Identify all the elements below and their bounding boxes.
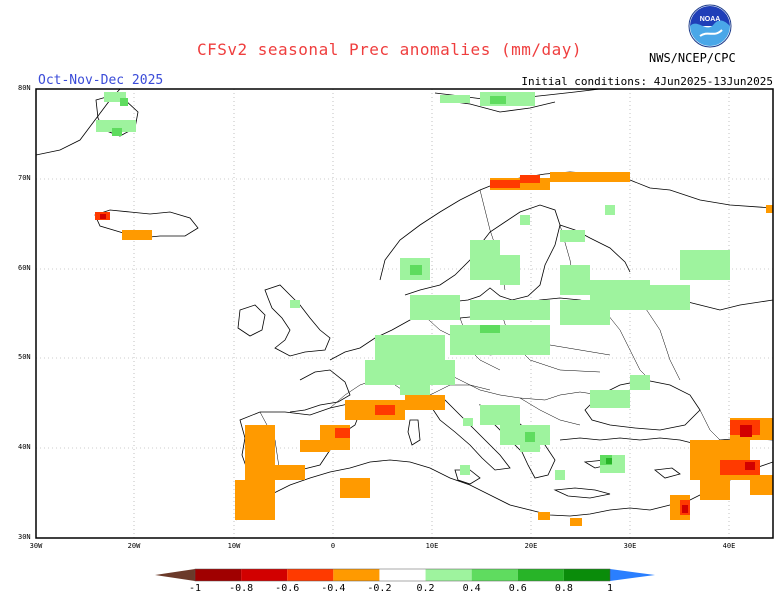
colorbar-tick-label: -0.6 bbox=[275, 583, 300, 594]
lon-label: 30E bbox=[623, 542, 637, 550]
lat-label: 80N bbox=[18, 84, 31, 92]
lat-label: 50N bbox=[18, 353, 31, 361]
colorbar-tick-label: -1 bbox=[188, 583, 202, 594]
positive-anomaly-cells bbox=[96, 92, 730, 480]
lon-label: 20E bbox=[524, 542, 538, 550]
colorbar-swatch bbox=[379, 569, 426, 581]
colorbar-swatch bbox=[195, 569, 242, 581]
colorbar-tick-label: -0.8 bbox=[229, 583, 254, 594]
lon-label: 40E bbox=[722, 542, 736, 550]
map-background bbox=[36, 89, 773, 538]
colorbar-tick-label: -0.2 bbox=[367, 583, 392, 594]
colorbar-tick-label: 1 bbox=[606, 583, 614, 594]
lat-label: 70N bbox=[18, 174, 31, 182]
colorbar-tick-label: -0.4 bbox=[321, 583, 346, 594]
lat-label: 40N bbox=[18, 443, 31, 451]
lon-label: 30W bbox=[29, 542, 43, 550]
initial-conditions: Initial conditions: 4Jun2025-13Jun2025 bbox=[521, 75, 773, 88]
map-frame bbox=[35, 88, 774, 539]
colorbar-swatch bbox=[241, 569, 288, 581]
lon-label: 10W bbox=[227, 542, 241, 550]
colorbar-tick-label: 0.8 bbox=[554, 583, 573, 594]
colorbar-swatch bbox=[287, 569, 334, 581]
colorbar-arrow-low bbox=[155, 569, 195, 581]
colorbar-tick-label: 0.6 bbox=[508, 583, 527, 594]
colorbar-swatch bbox=[333, 569, 380, 581]
colorbar-arrow-high bbox=[610, 569, 655, 581]
negative-anomaly-cells bbox=[122, 172, 773, 526]
lat-label: 60N bbox=[18, 264, 31, 272]
colorbar-tick-label: 0.2 bbox=[416, 583, 435, 594]
colorbar-swatch bbox=[471, 569, 518, 581]
logo-text: NOAA bbox=[700, 16, 721, 23]
lat-label: 30N bbox=[18, 533, 31, 541]
colorbar-outline bbox=[194, 568, 611, 582]
lon-label: 20W bbox=[127, 542, 141, 550]
chart-title: CFSv2 seasonal Prec anomalies (mm/day) bbox=[196, 40, 583, 59]
colorbar bbox=[155, 568, 655, 582]
forecast-period: Oct-Nov-Dec 2025 bbox=[38, 73, 164, 88]
noaa-logo-icon: NOAA bbox=[688, 4, 732, 48]
lon-label: 10E bbox=[425, 542, 439, 550]
colorbar-swatch bbox=[517, 569, 564, 581]
negative-anomaly-cells-strong bbox=[100, 214, 755, 513]
colorbar-tick-label: 0.4 bbox=[462, 583, 481, 594]
colorbar-swatch bbox=[425, 569, 472, 581]
positive-anomaly-cells-strong bbox=[606, 458, 612, 464]
agency-label: NWS/NCEP/CPC bbox=[649, 51, 736, 65]
colorbar-swatch bbox=[563, 569, 610, 581]
lon-label: 0 bbox=[330, 542, 336, 550]
